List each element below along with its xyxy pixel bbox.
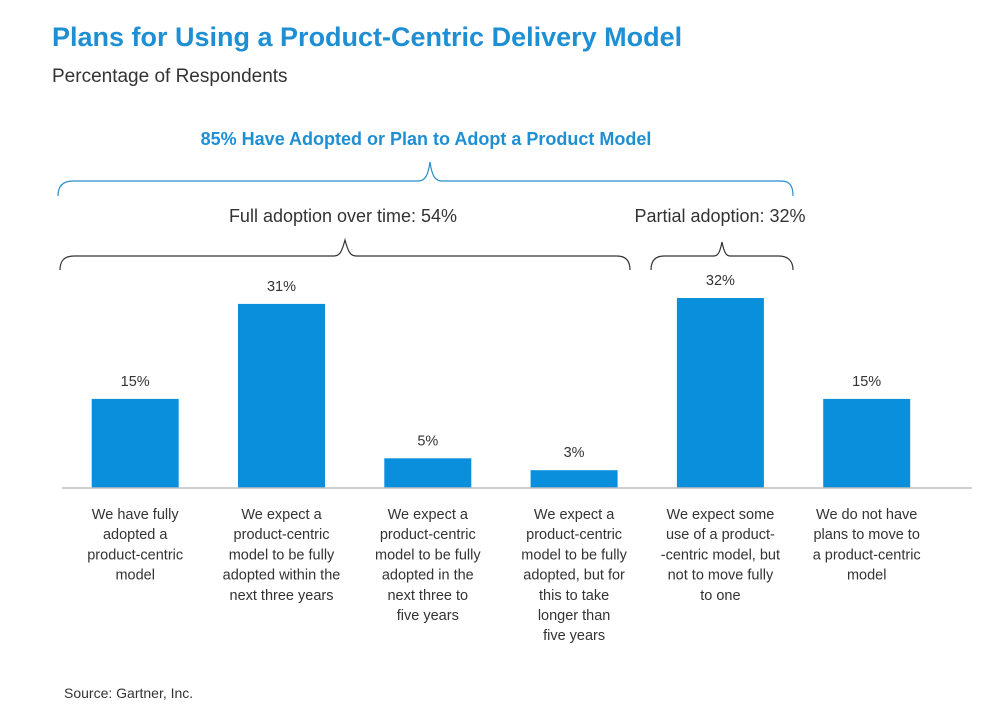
category-label-2: We expect a product-centric model to be fu… bbox=[223, 507, 341, 604]
category-label-line: longer than bbox=[538, 608, 611, 624]
partial-adoption-bracket: Partial adoption: 32% bbox=[634, 206, 806, 271]
category-label-line: product-centric bbox=[380, 527, 476, 543]
category-label-line: not to move fully bbox=[668, 568, 774, 584]
category-label-line: model to be fully bbox=[521, 547, 627, 563]
full-adoption-label: Full adoption over time: 54% bbox=[229, 206, 457, 226]
category-label-line: a product-centric bbox=[813, 547, 921, 563]
category-label-line: model to be fully bbox=[229, 547, 335, 563]
top-bracket: 85% Have Adopted or Plan to Adopt a Prod… bbox=[57, 129, 794, 197]
top-bracket-brace bbox=[57, 161, 794, 197]
category-label-line: model to be fully bbox=[375, 547, 481, 563]
chart-subtitle: Percentage of Respondents bbox=[52, 66, 288, 87]
category-label-line: adopted within the bbox=[223, 568, 341, 584]
category-label-line: to one bbox=[700, 588, 740, 604]
value-labels-group: 15% 31% 5% 3% 32% 15% bbox=[121, 273, 882, 461]
category-label-line: We do not have bbox=[816, 507, 917, 523]
category-label-line: adopted in the bbox=[382, 568, 474, 584]
category-label-line: adopted a bbox=[103, 527, 168, 543]
category-label-5: We expect some use of a product- -centric … bbox=[661, 507, 780, 604]
category-label-line: model bbox=[115, 568, 155, 584]
value-label-4: 3% bbox=[564, 445, 585, 461]
value-label-1: 15% bbox=[121, 374, 150, 390]
category-label-line: product-centric bbox=[234, 527, 330, 543]
category-label-line: We expect a bbox=[388, 507, 469, 523]
category-label-6: We do not have plans to move to a product-… bbox=[813, 507, 921, 584]
category-label-line: -centric model, but bbox=[661, 547, 780, 563]
value-label-5: 32% bbox=[706, 273, 735, 289]
category-label-line: model bbox=[847, 568, 887, 584]
source-note: Source: Gartner, Inc. bbox=[64, 685, 194, 701]
category-label-3: We expect a product-centric model to be fu… bbox=[375, 507, 481, 624]
bar-5 bbox=[676, 298, 764, 488]
category-label-4: We expect a product-centric model to be fu… bbox=[521, 507, 627, 644]
category-labels-group: We have fully adopted a product-centric mod… bbox=[87, 507, 920, 644]
chart-title: Plans for Using a Product-Centric Delive… bbox=[52, 22, 683, 52]
category-label-line: We expect some bbox=[667, 507, 775, 523]
bar-6 bbox=[823, 398, 911, 488]
category-label-line: We have fully bbox=[92, 507, 180, 523]
full-adoption-bracket: Full adoption over time: 54% bbox=[59, 206, 631, 271]
category-label-line: use of a product- bbox=[666, 527, 775, 543]
value-label-6: 15% bbox=[852, 374, 881, 390]
category-label-line: this to take bbox=[539, 588, 609, 604]
value-label-2: 31% bbox=[267, 279, 296, 295]
partial-adoption-brace bbox=[650, 241, 794, 271]
value-label-3: 5% bbox=[417, 433, 438, 449]
category-label-line: next three years bbox=[230, 588, 334, 604]
bar-4 bbox=[530, 470, 618, 488]
bars-group bbox=[91, 298, 911, 488]
bar-2 bbox=[238, 303, 325, 488]
category-label-line: five years bbox=[397, 608, 459, 624]
category-label-line: adopted, but for bbox=[523, 568, 625, 584]
bar-3 bbox=[384, 458, 472, 488]
category-label-line: five years bbox=[543, 628, 605, 644]
category-label-line: product-centric bbox=[87, 547, 183, 563]
partial-adoption-label: Partial adoption: 32% bbox=[634, 206, 805, 226]
bar-1 bbox=[91, 398, 179, 488]
category-label-line: We expect a bbox=[241, 507, 322, 523]
category-label-line: next three to bbox=[387, 588, 468, 604]
top-bracket-label: 85% Have Adopted or Plan to Adopt a Prod… bbox=[201, 129, 652, 149]
category-label-1: We have fully adopted a product-centric mod… bbox=[87, 507, 183, 584]
category-label-line: product-centric bbox=[526, 527, 622, 543]
category-label-line: We expect a bbox=[534, 507, 615, 523]
category-label-line: plans to move to bbox=[813, 527, 919, 543]
full-adoption-brace bbox=[59, 237, 631, 271]
